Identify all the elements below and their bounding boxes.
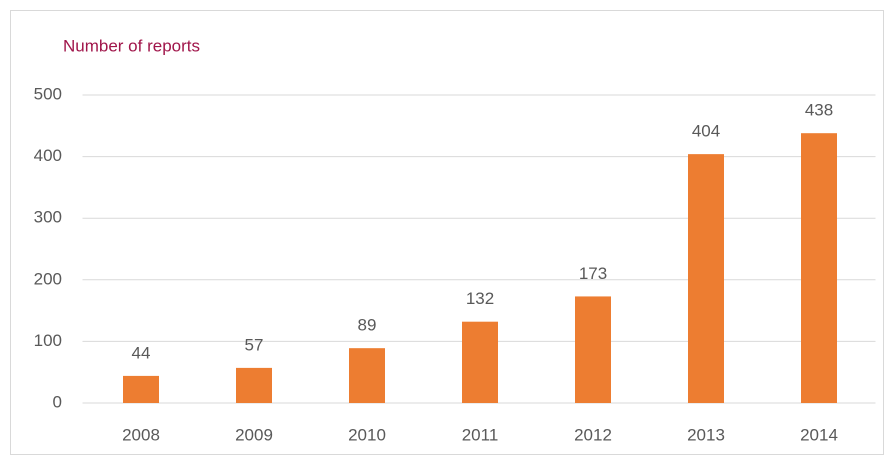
bar [575,296,611,403]
x-tick-label: 2014 [800,425,838,444]
bar [123,375,159,403]
x-tick-label: 2008 [122,425,160,444]
data-label: 132 [466,289,494,308]
bar [236,367,272,403]
y-tick-label: 200 [34,269,62,288]
x-tick-label: 2010 [348,425,386,444]
y-tick-label: 0 [53,392,62,411]
data-label: 89 [358,316,377,335]
data-label: 438 [805,101,833,120]
y-tick-label: 500 [34,84,62,103]
x-tick-label: 2011 [462,425,499,444]
y-tick-label: 400 [34,146,62,165]
data-label: 404 [692,122,720,141]
x-tick-label: 2009 [235,425,273,444]
bar [801,133,837,403]
data-label: 57 [245,335,264,354]
y-tick-label: 300 [34,208,62,227]
bar [688,154,724,403]
data-label: 44 [132,343,151,362]
x-tick-label: 2012 [574,425,612,444]
bar [349,348,385,403]
bar [462,321,498,403]
y-tick-label: 100 [34,331,62,350]
chart-title: Number of reports [63,36,200,55]
data-label: 173 [579,264,607,283]
x-tick-label: 2013 [687,425,725,444]
